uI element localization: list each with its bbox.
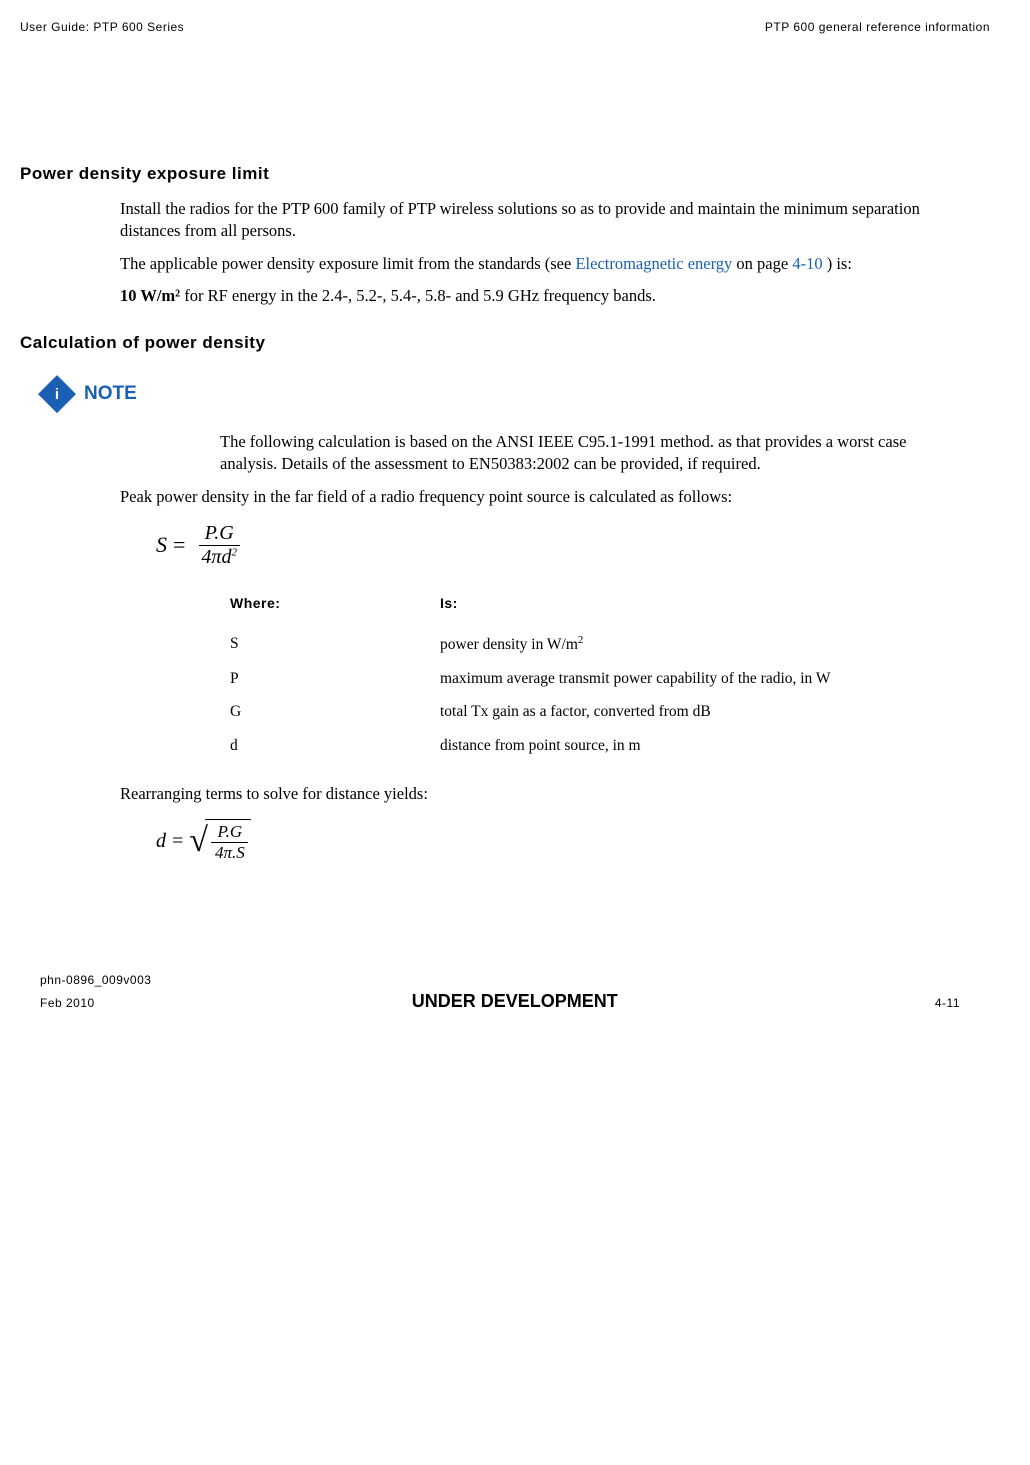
text: for RF energy in the 2.4-, 5.2-, 5.4-, 5… [180,286,656,305]
paragraph: 10 W/m² for RF energy in the 2.4-, 5.2-,… [120,285,960,307]
footer-doc-id: phn-0896_009v003 [40,973,960,987]
table-cell: S [220,627,430,662]
note-label: i NOTE [38,375,137,413]
table-row: d distance from point source, in m [220,729,860,763]
text-bold: 10 W/m² [120,286,180,305]
variable-table: Where: Is: S power density in W/m2 P max… [220,589,860,763]
note-icon: i [38,375,76,413]
numerator: P.G [199,522,240,546]
footer-date: Feb 2010 [40,996,95,1010]
equals: = [172,830,183,853]
denominator: 4πd2 [195,546,243,569]
table-header: Where: [220,589,430,627]
table-row: G total Tx gain as a factor, converted f… [220,695,860,729]
table-cell: G [220,695,430,729]
formula-power-density: S = P.G 4πd2 [156,522,960,569]
table-header: Is: [430,589,860,627]
table-cell: maximum average transmit power capabilit… [430,662,860,696]
link-electromagnetic-energy[interactable]: Electromagnetic energy [575,254,732,273]
table-cell: d [220,729,430,763]
footer-page-number: 4-11 [935,996,960,1010]
table-row: S power density in W/m2 [220,627,860,662]
formula-var: S [156,532,167,558]
table-cell: P [220,662,430,696]
equals: = [173,532,185,558]
text: The applicable power density exposure li… [120,254,575,273]
formula-var: d [156,830,166,853]
denominator: 4π.S [209,843,251,863]
text: on page [732,254,792,273]
formula-distance: d = √ P.G 4π.S [156,819,960,863]
footer-status: UNDER DEVELOPMENT [412,991,618,1012]
table-cell: power density in W/m2 [430,627,860,662]
table-cell: total Tx gain as a factor, converted fro… [430,695,860,729]
paragraph: Install the radios for the PTP 600 famil… [120,198,960,243]
sqrt-sign: √ [189,824,208,868]
table-row: P maximum average transmit power capabil… [220,662,860,696]
section-title-2: Calculation of power density [20,333,960,353]
header-left: User Guide: PTP 600 Series [20,20,184,34]
text: ) is: [823,254,852,273]
section-title-1: Power density exposure limit [20,164,960,184]
note-body: The following calculation is based on th… [220,431,960,476]
numerator: P.G [211,822,248,843]
paragraph: The applicable power density exposure li… [120,253,960,275]
link-page-ref[interactable]: 4-10 [792,254,822,273]
header-right: PTP 600 general reference information [765,20,990,34]
note-text: NOTE [84,383,137,405]
paragraph: Peak power density in the far field of a… [120,486,960,508]
paragraph: Rearranging terms to solve for distance … [120,783,960,805]
table-cell: distance from point source, in m [430,729,860,763]
